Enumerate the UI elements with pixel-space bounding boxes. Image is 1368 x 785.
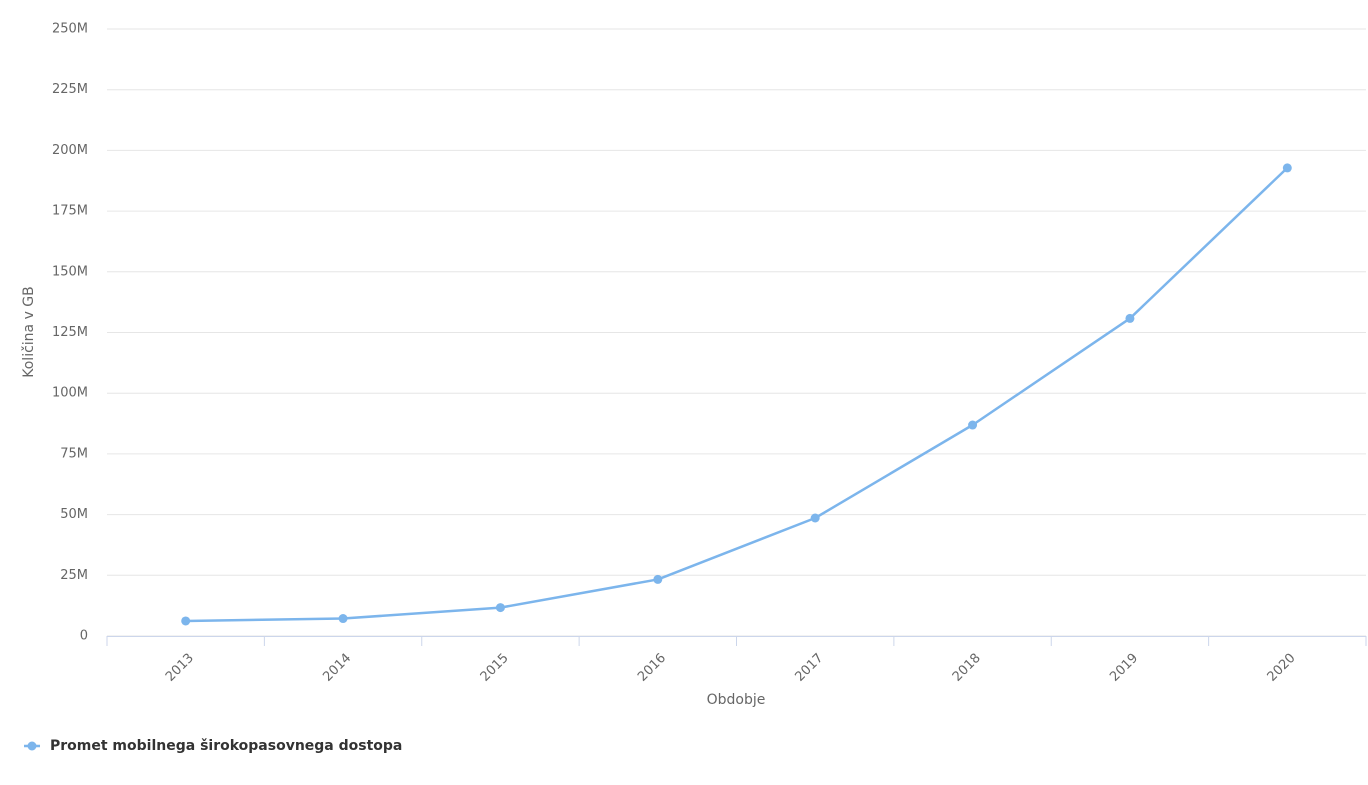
legend-item: Promet mobilnega širokopasovnega dostopa xyxy=(24,738,402,754)
data-point xyxy=(495,603,505,613)
x-axis-title: Obdobje xyxy=(707,692,766,708)
x-tick-label: 2013 xyxy=(163,651,197,685)
x-tick-label: 2015 xyxy=(478,651,512,685)
y-tick-label: 200M xyxy=(52,143,88,158)
data-point xyxy=(1125,313,1135,323)
y-tick-label: 25M xyxy=(60,568,88,583)
y-tick-label: 175M xyxy=(52,204,88,219)
data-point xyxy=(338,614,348,624)
data-point xyxy=(653,574,663,584)
data-point xyxy=(968,420,978,430)
x-tick-label: 2014 xyxy=(320,651,354,685)
y-tick-label: 150M xyxy=(52,264,88,279)
y-tick-label: 0 xyxy=(80,629,88,644)
y-tick-label: 100M xyxy=(52,386,88,401)
x-tick-label: 2016 xyxy=(635,651,669,685)
data-point xyxy=(1282,163,1292,173)
x-tick-label: 2018 xyxy=(950,651,984,685)
y-tick-label: 225M xyxy=(52,82,88,97)
series-line xyxy=(185,166,1289,623)
data-point xyxy=(181,616,191,626)
y-tick-label: 75M xyxy=(60,446,88,461)
x-tick-label: 2019 xyxy=(1107,651,1141,685)
data-point xyxy=(810,513,820,523)
y-axis-title: Količina v GB xyxy=(21,286,37,378)
legend-symbol xyxy=(27,741,37,751)
y-tick-label: 50M xyxy=(60,507,88,522)
legend-label: Promet mobilnega širokopasovnega dostopa xyxy=(50,738,402,754)
y-tick-label: 125M xyxy=(52,325,88,340)
x-tick-label: 2017 xyxy=(792,651,826,685)
x-tick-label: 2020 xyxy=(1265,651,1299,685)
y-tick-label: 250M xyxy=(52,22,88,37)
